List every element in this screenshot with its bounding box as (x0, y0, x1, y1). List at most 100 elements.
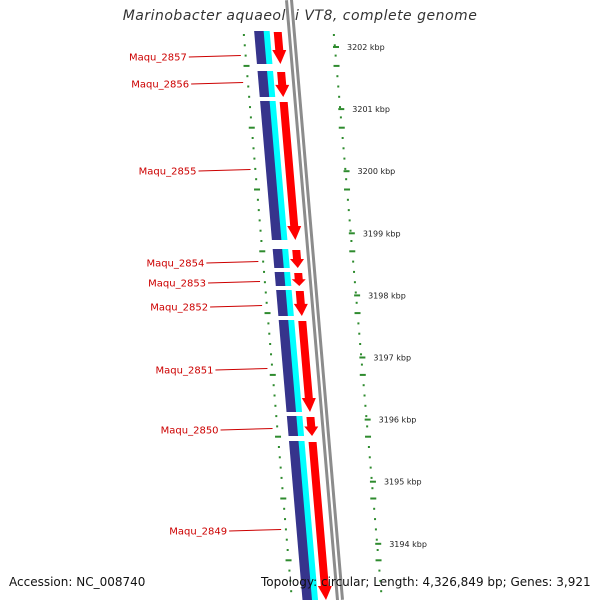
cds-arrow-maqu_2850 (304, 417, 319, 436)
reverse-cds-segment (272, 249, 286, 268)
ruler-label: 3195 kbp (384, 478, 422, 487)
reverse-cds-segment (286, 416, 300, 436)
reverse-cds-segment (278, 320, 298, 412)
right-tick (346, 198, 349, 201)
gene-leader-line (215, 368, 268, 371)
right-tick (336, 75, 339, 78)
left-tick (252, 147, 255, 150)
gene-label: Maqu_2849 (169, 527, 227, 538)
right-tick (344, 188, 351, 191)
left-tick (254, 188, 261, 191)
gene-label: Maqu_2850 (161, 426, 219, 437)
right-tick (347, 209, 350, 212)
left-tick (270, 353, 273, 356)
left-tick (248, 126, 255, 129)
cds-arrow-maqu_2855 (279, 102, 302, 240)
right-tick (370, 476, 373, 479)
right-tick (343, 157, 346, 160)
gene-track-segment (298, 441, 318, 600)
left-tick (264, 312, 271, 315)
gene-leader-line (229, 529, 282, 532)
left-tick (277, 446, 280, 448)
ruler-tick (348, 232, 355, 235)
left-tick (242, 34, 245, 36)
left-tick (268, 332, 271, 335)
right-tick (334, 54, 337, 57)
left-tick (272, 384, 275, 387)
left-tick (257, 209, 260, 212)
reverse-cds-segment (288, 441, 314, 600)
ruler-label: 3202 kbp (347, 43, 385, 52)
right-tick (333, 44, 336, 47)
left-tick (281, 487, 284, 490)
left-tick (259, 229, 262, 232)
left-tick (263, 270, 266, 273)
left-tick (258, 219, 261, 222)
cds-arrow-maqu_2852 (293, 291, 308, 316)
left-tick (251, 137, 254, 139)
ruler-label: 3194 kbp (389, 540, 427, 549)
left-tick (276, 425, 279, 428)
right-tick (353, 281, 356, 284)
gene-track-segment (285, 290, 294, 316)
reverse-cds-segment (260, 101, 283, 240)
backbone-core (288, 0, 341, 600)
right-tick (345, 178, 348, 181)
left-tick (243, 44, 246, 47)
cds-arrow-maqu_2849 (308, 442, 332, 600)
map-title: Marinobacter aquaeolei VT8, complete gen… (122, 8, 478, 24)
gene-label: Maqu_2853 (148, 279, 206, 290)
left-tick (284, 528, 287, 531)
ruler-tick (359, 356, 366, 359)
genome-stats-text: Topology: circular; Length: 4,326,849 bp… (261, 575, 591, 589)
right-tick (339, 106, 342, 109)
left-tick (265, 301, 268, 304)
right-tick (371, 487, 374, 490)
left-tick (270, 363, 273, 366)
right-tick (342, 147, 345, 150)
gene-label: Maqu_2854 (146, 259, 204, 270)
right-tick (339, 116, 342, 119)
right-tick (380, 590, 383, 593)
right-tick (354, 312, 361, 315)
reverse-cds-segment (276, 290, 290, 316)
ruler-tick (375, 542, 382, 545)
right-tick (379, 579, 382, 582)
gene-leader-line (191, 82, 244, 85)
left-tick (249, 106, 252, 109)
right-tick (337, 85, 340, 88)
cds-arrow-maqu_2857 (272, 32, 287, 64)
right-tick (341, 137, 344, 139)
left-tick (289, 579, 292, 582)
right-tick (368, 456, 371, 459)
ruler-label: 3200 kbp (358, 167, 396, 176)
right-tick (350, 240, 353, 242)
right-tick (332, 34, 335, 36)
gene-leader-line (198, 169, 251, 172)
right-tick (358, 332, 361, 335)
gene-label: Maqu_2855 (139, 167, 197, 178)
right-tick (353, 270, 356, 273)
right-tick (378, 569, 381, 572)
right-tick (366, 425, 369, 428)
gene-label: Maqu_2852 (150, 303, 208, 314)
right-tick (348, 219, 351, 222)
left-tick (255, 178, 258, 181)
left-tick (249, 116, 252, 119)
gene-track-segment (296, 416, 305, 436)
left-tick (269, 373, 276, 376)
right-tick (367, 446, 370, 448)
left-tick (260, 240, 263, 242)
ruler-tick (343, 170, 350, 173)
right-tick (375, 559, 382, 562)
gene-track-segment (269, 101, 288, 240)
right-tick (364, 404, 367, 407)
left-tick (259, 250, 266, 253)
gene-layer (254, 31, 332, 600)
right-tick (363, 394, 366, 397)
gene-track-segment (288, 320, 303, 412)
right-tick (365, 435, 372, 438)
right-tick (365, 415, 368, 418)
left-tick (284, 518, 287, 521)
right-tick (338, 126, 345, 129)
